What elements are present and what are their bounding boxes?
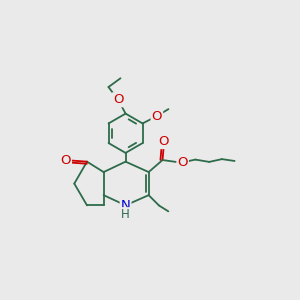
Text: H: H bbox=[121, 208, 130, 221]
Text: O: O bbox=[113, 93, 123, 106]
Text: O: O bbox=[152, 110, 162, 122]
Text: O: O bbox=[177, 156, 188, 169]
Text: N: N bbox=[121, 199, 130, 212]
Text: O: O bbox=[158, 135, 169, 148]
Text: O: O bbox=[61, 154, 71, 167]
